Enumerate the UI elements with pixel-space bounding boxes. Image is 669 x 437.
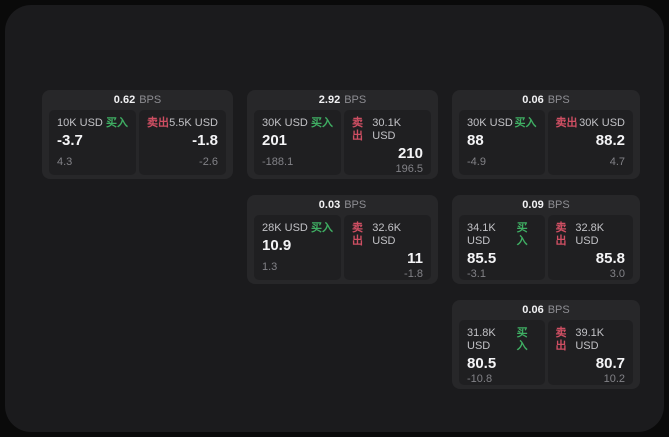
- buy-amount: 34.1K USD: [467, 222, 496, 247]
- sell-price: -1.8: [192, 132, 218, 149]
- sell-amount: 5.5K USD: [169, 117, 218, 129]
- bps-header: 0.62 BPS: [49, 90, 226, 110]
- bps-value: 0.62: [113, 94, 136, 106]
- bps-value: 0.06: [522, 304, 544, 316]
- buy-price: 201: [262, 132, 288, 149]
- sell-quote-panel[interactable]: 卖出 5.5K USD -1.8 -2.6: [139, 110, 226, 175]
- sell-change: 4.7: [609, 156, 625, 168]
- sell-side-label: 卖出: [555, 117, 578, 129]
- buy-change: -3.1: [467, 268, 486, 280]
- sell-quote-panel[interactable]: 卖出 30K USD 88.2 4.7: [547, 110, 633, 175]
- bps-unit-label: BPS: [547, 304, 570, 316]
- sell-quote-panel[interactable]: 卖出 32.8K USD 85.8 3.0: [547, 215, 633, 280]
- buy-change: -188.1: [262, 156, 294, 168]
- buy-change: -4.9: [467, 156, 486, 168]
- buy-side-label: 买入: [514, 117, 537, 129]
- sell-amount: 32.8K USD: [575, 222, 605, 247]
- buy-amount: 31.8K USD: [467, 327, 496, 352]
- buy-side-label: 买入: [106, 117, 128, 129]
- quote-card: 0.09 BPS 34.1K USD 买入 85.5 -3.1 卖出 32.8K…: [452, 195, 640, 284]
- bps-value: 0.03: [318, 199, 341, 211]
- buy-side-label: 买入: [311, 117, 333, 129]
- sell-amount: 32.6K USD: [372, 222, 402, 247]
- bps-header: 0.09 BPS: [459, 195, 633, 215]
- buy-side-label: 买入: [516, 327, 528, 352]
- sell-price: 210: [397, 145, 423, 162]
- bps-unit-label: BPS: [139, 94, 162, 106]
- sell-change: -2.6: [199, 156, 218, 168]
- buy-amount: 30K USD: [262, 117, 308, 129]
- buy-price: -3.7: [57, 132, 83, 149]
- sell-side-label: 卖出: [555, 222, 567, 247]
- quote-card: 2.92 BPS 30K USD 买入 201 -188.1 卖出 30.1K …: [247, 90, 438, 179]
- buy-side-label: 买入: [516, 222, 528, 247]
- quote-card: 0.06 BPS 31.8K USD 买入 80.5 -10.8 卖出 39.1…: [452, 300, 640, 389]
- buy-side-label: 买入: [311, 222, 333, 234]
- quote-card: 0.03 BPS 28K USD 买入 10.9 1.3 卖出 32.6K US…: [247, 195, 438, 284]
- sell-change: 196.5: [395, 163, 423, 175]
- buy-change: 4.3: [57, 156, 73, 168]
- buy-amount: 28K USD: [262, 222, 308, 234]
- sell-side-label: 卖出: [555, 327, 567, 352]
- buy-price: 88: [467, 132, 484, 149]
- bps-header: 0.03 BPS: [254, 195, 431, 215]
- sell-side-label: 卖出: [147, 117, 169, 129]
- buy-price: 80.5: [467, 355, 497, 372]
- buy-quote-panel[interactable]: 30K USD 买入 88 -4.9: [459, 110, 545, 175]
- bps-value: 0.09: [522, 199, 544, 211]
- bps-header: 2.92 BPS: [254, 90, 431, 110]
- sell-side-label: 卖出: [352, 117, 363, 142]
- bps-header: 0.06 BPS: [459, 90, 633, 110]
- quote-card: 0.06 BPS 30K USD 买入 88 -4.9 卖出 30K USD 8…: [452, 90, 640, 179]
- sell-price: 11: [407, 250, 423, 267]
- bps-value: 2.92: [318, 94, 341, 106]
- sell-quote-panel[interactable]: 卖出 30.1K USD 210 196.5: [344, 110, 431, 175]
- bps-value: 0.06: [522, 94, 544, 106]
- sell-change: 3.0: [609, 268, 625, 280]
- buy-quote-panel[interactable]: 10K USD 买入 -3.7 4.3: [49, 110, 136, 175]
- app-window: 0.62 BPS 10K USD 买入 -3.7 4.3 卖出 5.5K USD…: [5, 5, 664, 432]
- buy-quote-panel[interactable]: 28K USD 买入 10.9 1.3: [254, 215, 341, 280]
- sell-amount: 39.1K USD: [575, 327, 605, 352]
- sell-side-label: 卖出: [352, 222, 363, 247]
- bps-unit-label: BPS: [344, 94, 367, 106]
- sell-price: 88.2: [595, 132, 625, 149]
- sell-price: 80.7: [595, 355, 625, 372]
- bps-header: 0.06 BPS: [459, 300, 633, 320]
- sell-amount: 30.1K USD: [372, 117, 402, 142]
- quote-card: 0.62 BPS 10K USD 买入 -3.7 4.3 卖出 5.5K USD…: [42, 90, 233, 179]
- bps-unit-label: BPS: [547, 94, 570, 106]
- sell-change: -1.8: [404, 268, 423, 280]
- sell-quote-panel[interactable]: 卖出 39.1K USD 80.7 10.2: [547, 320, 633, 385]
- buy-quote-panel[interactable]: 30K USD 买入 201 -188.1: [254, 110, 341, 175]
- sell-price: 85.8: [595, 250, 625, 267]
- buy-price: 85.5: [467, 250, 497, 267]
- bps-unit-label: BPS: [547, 199, 570, 211]
- sell-change: 10.2: [603, 373, 625, 385]
- bps-unit-label: BPS: [344, 199, 367, 211]
- buy-quote-panel[interactable]: 34.1K USD 买入 85.5 -3.1: [459, 215, 545, 280]
- buy-change: -10.8: [467, 373, 493, 385]
- buy-change: 1.3: [262, 261, 278, 273]
- buy-quote-panel[interactable]: 31.8K USD 买入 80.5 -10.8: [459, 320, 545, 385]
- sell-quote-panel[interactable]: 卖出 32.6K USD 11 -1.8: [344, 215, 431, 280]
- sell-amount: 30K USD: [579, 117, 625, 129]
- buy-price: 10.9: [262, 237, 292, 254]
- buy-amount: 10K USD: [57, 117, 103, 129]
- buy-amount: 30K USD: [467, 117, 513, 129]
